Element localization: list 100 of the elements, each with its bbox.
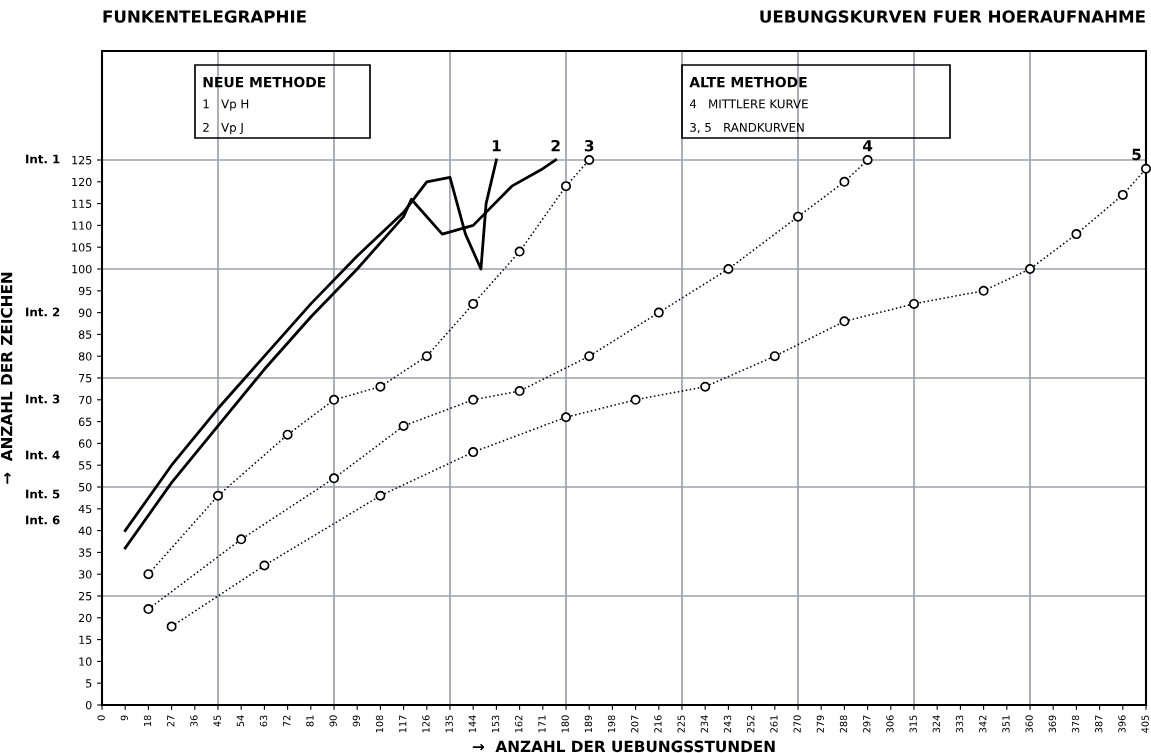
x-tick-label: 198 bbox=[607, 715, 616, 733]
point bbox=[978, 285, 989, 296]
y-tick-label: 75 bbox=[79, 374, 92, 383]
x-tick-label: 270 bbox=[793, 715, 801, 733]
x-tick-label: 135 bbox=[445, 715, 453, 733]
x-tick-label: 369 bbox=[1048, 715, 1057, 733]
x-tick-label: 297 bbox=[863, 715, 871, 733]
y-tick-label: 105 bbox=[72, 243, 92, 252]
point bbox=[723, 263, 734, 275]
text: Int. 4 bbox=[26, 450, 60, 460]
point bbox=[908, 298, 920, 309]
annotation: 3, 5 RANDKURVEN bbox=[690, 122, 804, 134]
x-tick-label: 153 bbox=[491, 715, 500, 733]
y-tick-label: 10 bbox=[79, 657, 92, 666]
y-tick-label: 95 bbox=[78, 286, 92, 296]
point bbox=[468, 447, 479, 458]
line-series bbox=[123, 158, 558, 550]
y-tick-label: 35 bbox=[78, 548, 92, 557]
series-label: 3 bbox=[584, 139, 594, 152]
x-tick-label: 360 bbox=[1025, 715, 1033, 733]
x-tick-label: 324 bbox=[932, 715, 941, 733]
point bbox=[1024, 263, 1036, 275]
point bbox=[792, 211, 804, 222]
y-tick-label: 5 bbox=[86, 679, 92, 688]
point bbox=[514, 246, 525, 257]
y-tick-label: 30 bbox=[78, 570, 92, 579]
x-tick-label: 63 bbox=[259, 715, 268, 727]
y-tick-label: 50 bbox=[79, 482, 92, 492]
x-tick-label: 0 bbox=[97, 715, 105, 721]
point bbox=[630, 394, 641, 405]
point bbox=[584, 154, 595, 166]
point bbox=[560, 181, 572, 192]
y-tick-label: 15 bbox=[79, 635, 92, 644]
y-tick-label: 60 bbox=[78, 439, 92, 448]
y-tick-label: 85 bbox=[78, 330, 92, 339]
y-tick-label: 120 bbox=[72, 177, 92, 187]
x-tick-label: 261 bbox=[770, 715, 778, 733]
x-tick-label: 81 bbox=[306, 715, 314, 727]
x-tick-label: 27 bbox=[167, 715, 175, 727]
x-tick-label: 351 bbox=[1002, 715, 1010, 733]
annotation: 2 Vp J bbox=[203, 122, 243, 135]
x-axis-title: → ANZAHL DER UEBUNGSSTUNDEN bbox=[472, 740, 775, 753]
y-tick-label: 70 bbox=[79, 395, 92, 405]
y-axis-title: → ANZAHL DER ZEICHEN bbox=[0, 272, 13, 484]
x-tick-label: 90 bbox=[329, 715, 337, 727]
point bbox=[468, 298, 479, 309]
x-tick-label: 387 bbox=[1095, 715, 1103, 733]
x-tick-label: 117 bbox=[399, 715, 407, 733]
point bbox=[282, 429, 293, 440]
y-tick-label: 115 bbox=[72, 199, 92, 208]
point bbox=[653, 307, 664, 318]
point bbox=[1071, 229, 1082, 240]
x-tick-label: 18 bbox=[143, 715, 152, 727]
series-label: 5 bbox=[1132, 148, 1141, 161]
y-tick-label: 45 bbox=[78, 504, 92, 514]
point bbox=[236, 534, 247, 545]
point bbox=[212, 490, 224, 501]
point bbox=[862, 154, 873, 166]
x-tick-label: 405 bbox=[1141, 715, 1149, 733]
chart-subtitle: UEBUNGSKURVEN FUER HOERAUFNAHME bbox=[760, 10, 1145, 23]
text: Int. 2 bbox=[26, 307, 60, 317]
x-tick-label: 144 bbox=[468, 715, 476, 733]
x-tick-label: 99 bbox=[352, 715, 361, 727]
point bbox=[1140, 163, 1151, 174]
x-tick-label: 9 bbox=[120, 715, 129, 721]
point bbox=[584, 351, 595, 362]
x-tick-label: 279 bbox=[816, 715, 825, 733]
series-label: 4 bbox=[862, 140, 873, 152]
point bbox=[166, 621, 177, 632]
point bbox=[468, 394, 479, 405]
chart-title: FUNKENTELEGRAPHIE bbox=[103, 10, 306, 23]
x-tick-label: 333 bbox=[955, 715, 964, 733]
point bbox=[839, 176, 850, 187]
point bbox=[259, 560, 270, 571]
y-tick-label: 25 bbox=[78, 591, 92, 601]
point bbox=[560, 412, 572, 423]
annotation: ALTE METHODE bbox=[689, 76, 807, 88]
x-tick-label: 216 bbox=[654, 715, 662, 733]
x-tick-label: 54 bbox=[236, 715, 245, 727]
x-tick-label: 180 bbox=[561, 715, 569, 733]
x-tick-label: 378 bbox=[1071, 715, 1080, 733]
point bbox=[328, 473, 340, 484]
x-tick-label: 72 bbox=[283, 715, 291, 727]
x-tick-label: 36 bbox=[190, 715, 198, 727]
point bbox=[769, 351, 780, 362]
series-label: 1 bbox=[492, 140, 501, 152]
point bbox=[398, 420, 409, 431]
x-tick-label: 126 bbox=[422, 715, 430, 733]
series-label: 2 bbox=[551, 139, 560, 152]
x-tick-label: 171 bbox=[538, 715, 546, 733]
x-tick-label: 207 bbox=[631, 715, 639, 733]
y-tick-label: 0 bbox=[85, 700, 92, 710]
y-tick-label: 65 bbox=[78, 417, 92, 426]
point bbox=[700, 381, 711, 392]
point bbox=[143, 604, 154, 615]
text: Int. 3 bbox=[26, 394, 60, 404]
point bbox=[375, 381, 386, 392]
y-tick-label: 40 bbox=[78, 526, 92, 535]
x-tick-label: 252 bbox=[747, 715, 755, 733]
point bbox=[421, 351, 432, 362]
